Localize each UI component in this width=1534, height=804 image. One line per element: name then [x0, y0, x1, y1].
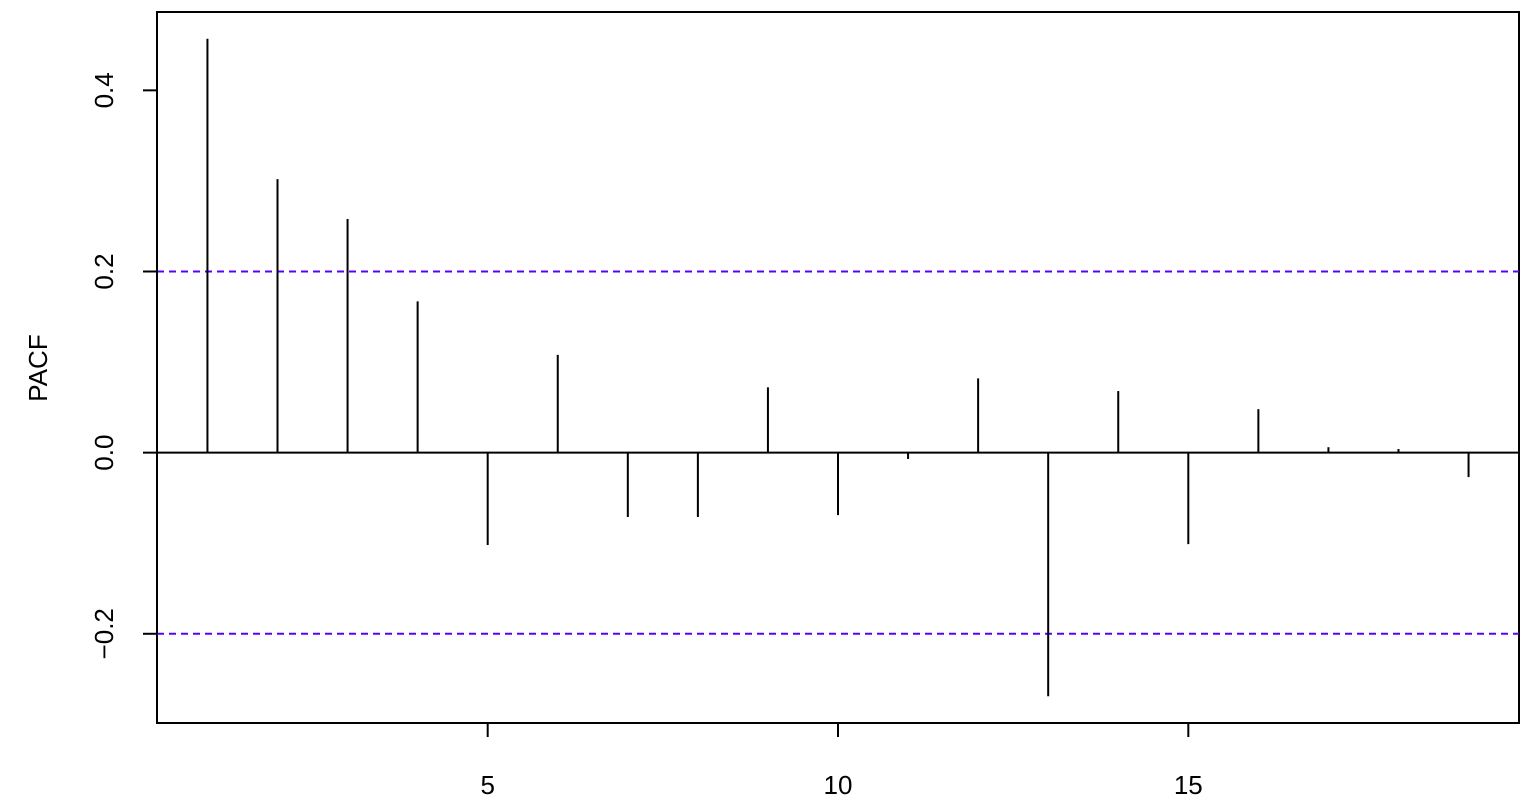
confidence-bounds — [157, 270, 1519, 635]
y-axis-title: PACF — [23, 334, 53, 401]
y-tick-label: −0.2 — [89, 608, 119, 659]
y-tick-label: 0.2 — [89, 253, 119, 289]
x-axis: 5 10 15 — [480, 722, 1203, 800]
pacf-bars — [206, 38, 1470, 697]
x-tick-label: 5 — [480, 770, 494, 800]
y-tick-label: 0.0 — [89, 435, 119, 471]
y-tick-label: 0.4 — [89, 72, 119, 108]
plot-frame — [156, 11, 1520, 724]
x-tick-label: 15 — [1174, 770, 1203, 800]
y-axis: −0.2 0.0 0.2 0.4 — [89, 72, 158, 659]
x-tick-label: 10 — [824, 770, 853, 800]
